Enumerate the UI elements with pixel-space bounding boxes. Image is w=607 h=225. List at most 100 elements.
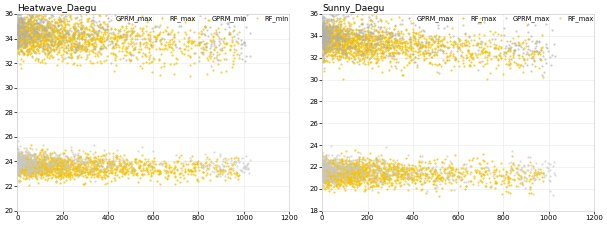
Point xyxy=(348,161,358,165)
Point xyxy=(13,29,22,33)
Point xyxy=(353,164,362,168)
Point xyxy=(365,164,375,167)
Point xyxy=(453,45,463,49)
Point xyxy=(18,31,28,34)
Point xyxy=(212,169,222,173)
Point xyxy=(319,180,329,183)
Point xyxy=(127,32,137,35)
Point xyxy=(350,166,359,170)
Point xyxy=(23,163,33,166)
Point xyxy=(551,173,560,177)
Point xyxy=(385,35,395,38)
Point xyxy=(346,168,356,171)
Point xyxy=(90,38,100,41)
Point xyxy=(87,42,97,46)
Point xyxy=(339,54,348,57)
Point xyxy=(64,158,73,162)
Point xyxy=(385,46,395,50)
Point xyxy=(358,22,367,26)
Point xyxy=(443,58,452,62)
Point xyxy=(136,168,146,172)
Point xyxy=(27,171,36,174)
Point xyxy=(347,41,356,44)
Point xyxy=(14,172,24,175)
Point xyxy=(24,164,33,168)
Point xyxy=(49,36,59,39)
Point xyxy=(42,162,52,166)
Point xyxy=(333,47,343,50)
Point xyxy=(35,162,44,166)
Point xyxy=(478,152,487,156)
Point xyxy=(61,17,71,21)
Point xyxy=(331,171,341,174)
Point xyxy=(21,154,30,158)
Point xyxy=(140,53,150,57)
Point xyxy=(335,29,345,32)
Point xyxy=(321,156,331,159)
Point xyxy=(22,162,32,166)
Point xyxy=(404,172,413,176)
Point xyxy=(152,35,161,39)
Point xyxy=(348,184,358,187)
Point xyxy=(350,39,360,43)
Point xyxy=(343,37,353,41)
Point xyxy=(13,162,22,166)
Point xyxy=(393,172,403,175)
Point xyxy=(509,173,519,177)
Point xyxy=(95,169,105,172)
Point xyxy=(56,13,66,17)
Point xyxy=(319,28,328,32)
Point xyxy=(29,163,38,166)
Point xyxy=(330,176,340,179)
Point xyxy=(13,16,22,20)
Point xyxy=(489,171,498,174)
Point xyxy=(17,155,27,158)
Point xyxy=(29,20,38,23)
Point xyxy=(483,50,492,54)
Point xyxy=(25,36,35,40)
Point xyxy=(112,165,122,169)
Point xyxy=(50,11,59,15)
Point xyxy=(189,169,198,173)
Point xyxy=(370,172,379,176)
Point xyxy=(13,29,22,33)
Point xyxy=(330,174,339,178)
Point xyxy=(22,160,32,164)
Point xyxy=(13,156,22,160)
Point xyxy=(325,172,334,176)
Point xyxy=(23,53,33,56)
Point xyxy=(320,174,330,177)
Point xyxy=(19,26,29,30)
Point xyxy=(379,158,388,162)
Point xyxy=(33,57,43,60)
Point xyxy=(188,170,197,173)
Point xyxy=(45,26,55,30)
Point xyxy=(317,41,327,45)
Point xyxy=(335,160,345,164)
Point xyxy=(23,164,33,167)
Point xyxy=(19,37,29,40)
Point xyxy=(319,59,329,63)
Point xyxy=(327,24,337,28)
Point xyxy=(34,33,44,36)
Point xyxy=(63,172,73,176)
Point xyxy=(319,30,328,34)
Point xyxy=(459,41,469,45)
Point xyxy=(81,175,91,179)
Point xyxy=(28,164,38,168)
Point xyxy=(110,37,120,40)
Point xyxy=(319,164,328,167)
Point xyxy=(415,42,425,46)
Point xyxy=(446,166,456,170)
Point xyxy=(491,180,501,184)
Point xyxy=(15,43,25,46)
Point xyxy=(62,40,72,43)
Point xyxy=(426,37,436,41)
Point xyxy=(339,162,348,166)
Point xyxy=(319,176,328,179)
Point xyxy=(56,19,66,23)
Point xyxy=(209,31,219,34)
Point xyxy=(398,46,407,49)
Point xyxy=(485,44,495,48)
Point xyxy=(92,167,102,170)
